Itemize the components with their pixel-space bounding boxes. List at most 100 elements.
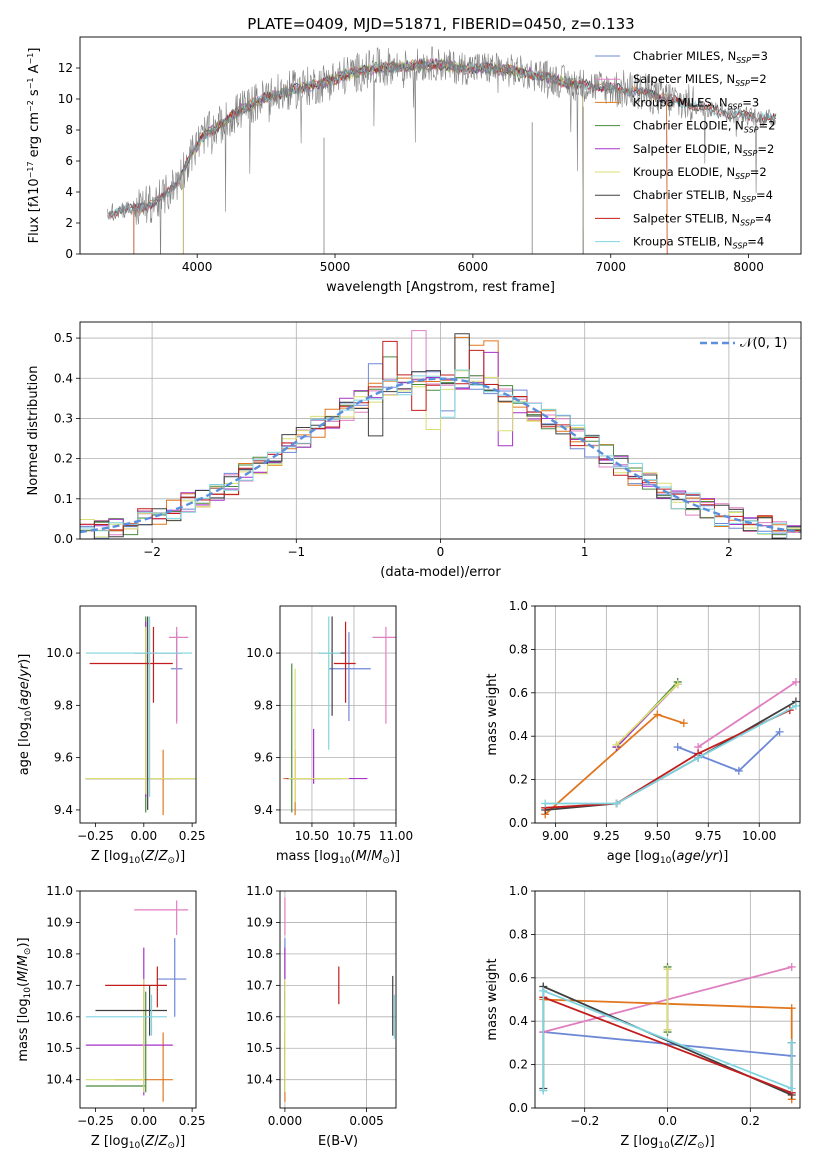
y-tick-label: 1.0 [509, 884, 528, 898]
panel-spectrum: 4000 5000 6000 7000 8000 0 2 4 6 8 10 12 Chabrier MI… [26, 36, 802, 295]
y-tick-label: 8 [65, 123, 73, 137]
legend-label: Kroupa MILES, NSSP=3 [633, 95, 759, 111]
x-tick-label: 4000 [182, 260, 213, 274]
model-spectrum-line [182, 57, 584, 254]
legend-label: Salpeter STELIB, NSSP=4 [633, 211, 772, 227]
axes-frame [79, 605, 197, 824]
y-tick-label: 0.8 [509, 642, 528, 656]
model-spectrum-line [133, 59, 668, 254]
mass_weight_vs_Z-lines [539, 962, 796, 1104]
mass-weight-marker [653, 710, 662, 719]
x-axis-label: Z [log10(Z/Z⊙)] [91, 1134, 185, 1151]
y-tick-label: 0.0 [54, 532, 73, 546]
model-histogram-step [80, 369, 801, 539]
y-axis-label: mass weight [485, 958, 500, 1040]
x-tick-label: 9.25 [593, 829, 620, 843]
axes-frame [279, 605, 397, 824]
mass-weight-marker [673, 680, 682, 689]
y-axis-label: age [log10(age/yr)] [17, 654, 34, 776]
x-tick-label: 9.50 [644, 829, 671, 843]
x-tick-label: 7000 [595, 260, 626, 274]
y-tick-label: 6 [65, 154, 73, 168]
x-tick-label: 10.50 [295, 829, 329, 843]
mass-weight-line [545, 700, 797, 811]
mass-weight-marker [787, 1038, 796, 1047]
x-tick-label: 0 [437, 545, 445, 559]
x-tick-label: 1 [581, 545, 589, 559]
model-spectrum-line [182, 57, 584, 254]
y-tick-label: 0.4 [509, 729, 528, 743]
x-tick-label: −0.2 [570, 1114, 599, 1128]
legend-label: Salpeter MILES, NSSP=2 [633, 72, 767, 88]
y-tick-label: 0.2 [54, 452, 73, 466]
x-tick-label: 9.00 [542, 829, 569, 843]
x-tick-label: 0.2 [741, 1114, 760, 1128]
y-tick-label: 4 [65, 185, 73, 199]
y-axis-label: Normed distribution [26, 366, 41, 496]
y-tick-label: 10.8 [246, 947, 273, 961]
y-tick-label: 0.4 [54, 371, 73, 385]
x-tick-label: 2 [725, 545, 733, 559]
x-tick-label: 10.75 [337, 829, 371, 843]
spectrum-traces [107, 46, 777, 254]
panel-age_vs_Z: −0.25 0.00 0.25 9.4 9.6 9.8 10.0 Z [log10(Z/Z⊙)… [17, 605, 205, 866]
mass-weight-marker [612, 799, 621, 808]
y-axis-label: Flux [fλ10−17 erg cm−2 s−1 A−1] [26, 48, 42, 244]
figure-title: PLATE=0409, MJD=51871, FIBERID=0450, z=0… [247, 15, 634, 33]
y-tick-label: 0.4 [509, 1014, 528, 1028]
mass-weight-line [697, 681, 797, 748]
y-tick-label: 10.7 [46, 978, 73, 992]
y-tick-label: 0 [65, 247, 73, 261]
axes-frame [534, 605, 801, 824]
legend-label: Chabrier STELIB, NSSP=4 [633, 188, 773, 204]
mass-weight-line [544, 713, 685, 815]
y-tick-label: 10.5 [246, 1041, 273, 1055]
mass-weight-line [615, 683, 679, 746]
x-tick-label: 8000 [733, 260, 764, 274]
x-tick-label: 0.005 [349, 1114, 383, 1128]
mass-weight-line [543, 1031, 792, 1057]
y-tick-label: 9.6 [254, 751, 273, 765]
y-tick-label: 10.9 [46, 915, 73, 929]
y-tick-label: 0.5 [54, 331, 73, 345]
y-tick-label: 10.5 [46, 1041, 73, 1055]
mass-weight-marker [734, 766, 743, 775]
x-axis-label: age [log10(age/yr)] [607, 849, 729, 866]
y-axis-label: mass weight [485, 673, 500, 755]
y-tick-label: 0.6 [509, 686, 528, 700]
panel-mass_vs_Z: −0.25 0.00 0.25 10.4 10.5 10.6 10.7 10.8 10.9 11.… [16, 884, 205, 1151]
mass-weight-marker [694, 753, 703, 762]
x-axis-label: (data-model)/error [380, 565, 501, 580]
mass-weight-line [545, 709, 791, 809]
y-tick-label: 10.8 [46, 947, 73, 961]
panel-mass_weight_vs_age: 9.00 9.25 9.50 9.75 10.00 0.0 0.2 0.4 0.6 0.8 1.0 a… [485, 599, 801, 866]
y-tick-label: 9.8 [254, 698, 273, 712]
legend: Chabrier MILES, NSSP=3 Salpeter MILES, NS… [595, 49, 775, 251]
y-tick-label: 10.4 [246, 1073, 273, 1087]
x-tick-label: −0.25 [77, 829, 114, 843]
y-tick-label: 2 [65, 216, 73, 230]
mass-weight-marker [539, 1086, 548, 1095]
panel-age_vs_mass: 10.50 10.75 11.00 9.4 9.6 9.8 10.0 mass [log10(… [246, 605, 413, 866]
mass-weight-line [677, 731, 781, 772]
axes-frame [534, 890, 801, 1109]
observed-spectrum-line [107, 46, 777, 254]
mass-weight-line [545, 705, 797, 805]
x-tick-label: 9.75 [695, 829, 722, 843]
y-axis-label: mass [log10(M/M⊙)] [16, 937, 33, 1061]
y-tick-label: 0.0 [509, 816, 528, 830]
mass_vs_Z-crosses [85, 900, 189, 1102]
mass-weight-marker [791, 701, 800, 710]
y-tick-label: 0.2 [509, 1058, 528, 1072]
y-tick-label: 10 [58, 92, 73, 106]
legend-label: Salpeter ELODIE, NSSP=2 [633, 142, 774, 158]
mass-weight-marker [787, 962, 796, 971]
axes-frame [79, 890, 197, 1109]
y-tick-label: 10.0 [46, 646, 73, 660]
mass-weight-marker [663, 965, 672, 974]
x-axis-label: mass [log10(M/M⊙)] [276, 849, 400, 866]
mass-weight-marker [663, 1025, 672, 1034]
mass_vs_ebv-crosses [284, 897, 395, 1102]
